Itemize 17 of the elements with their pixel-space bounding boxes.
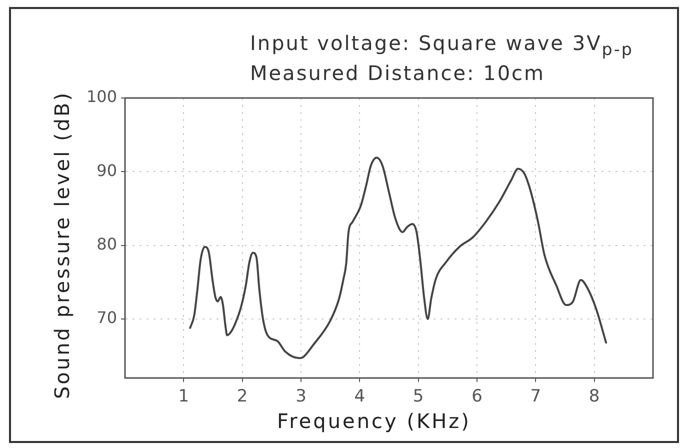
x-tick-label: 3 [296,386,306,407]
y-tick-label: 80 [96,234,117,254]
x-tick-label: 4 [354,386,366,407]
x-tick-label: 6 [472,386,482,407]
y-tick-label: 70 [96,308,117,328]
x-tick-label: 5 [412,386,424,407]
x-tick-label: 2 [236,386,248,407]
chart-subtitle: Measured Distance: 10cm [250,61,546,85]
chart-title: Input voltage: Square wave 3V$_{p-p}$ [250,31,634,61]
x-axis-title: Frequency (KHz) [277,409,471,433]
y-tick-label: 90 [96,160,117,180]
x-tick-label: 8 [588,386,600,407]
line-series [189,156,608,360]
y-axis-title: Sound pressure level (dB) [50,90,74,400]
x-tick-label: 7 [530,386,542,407]
y-tick-label: 100 [86,87,117,106]
x-tick-label: 1 [178,386,190,407]
